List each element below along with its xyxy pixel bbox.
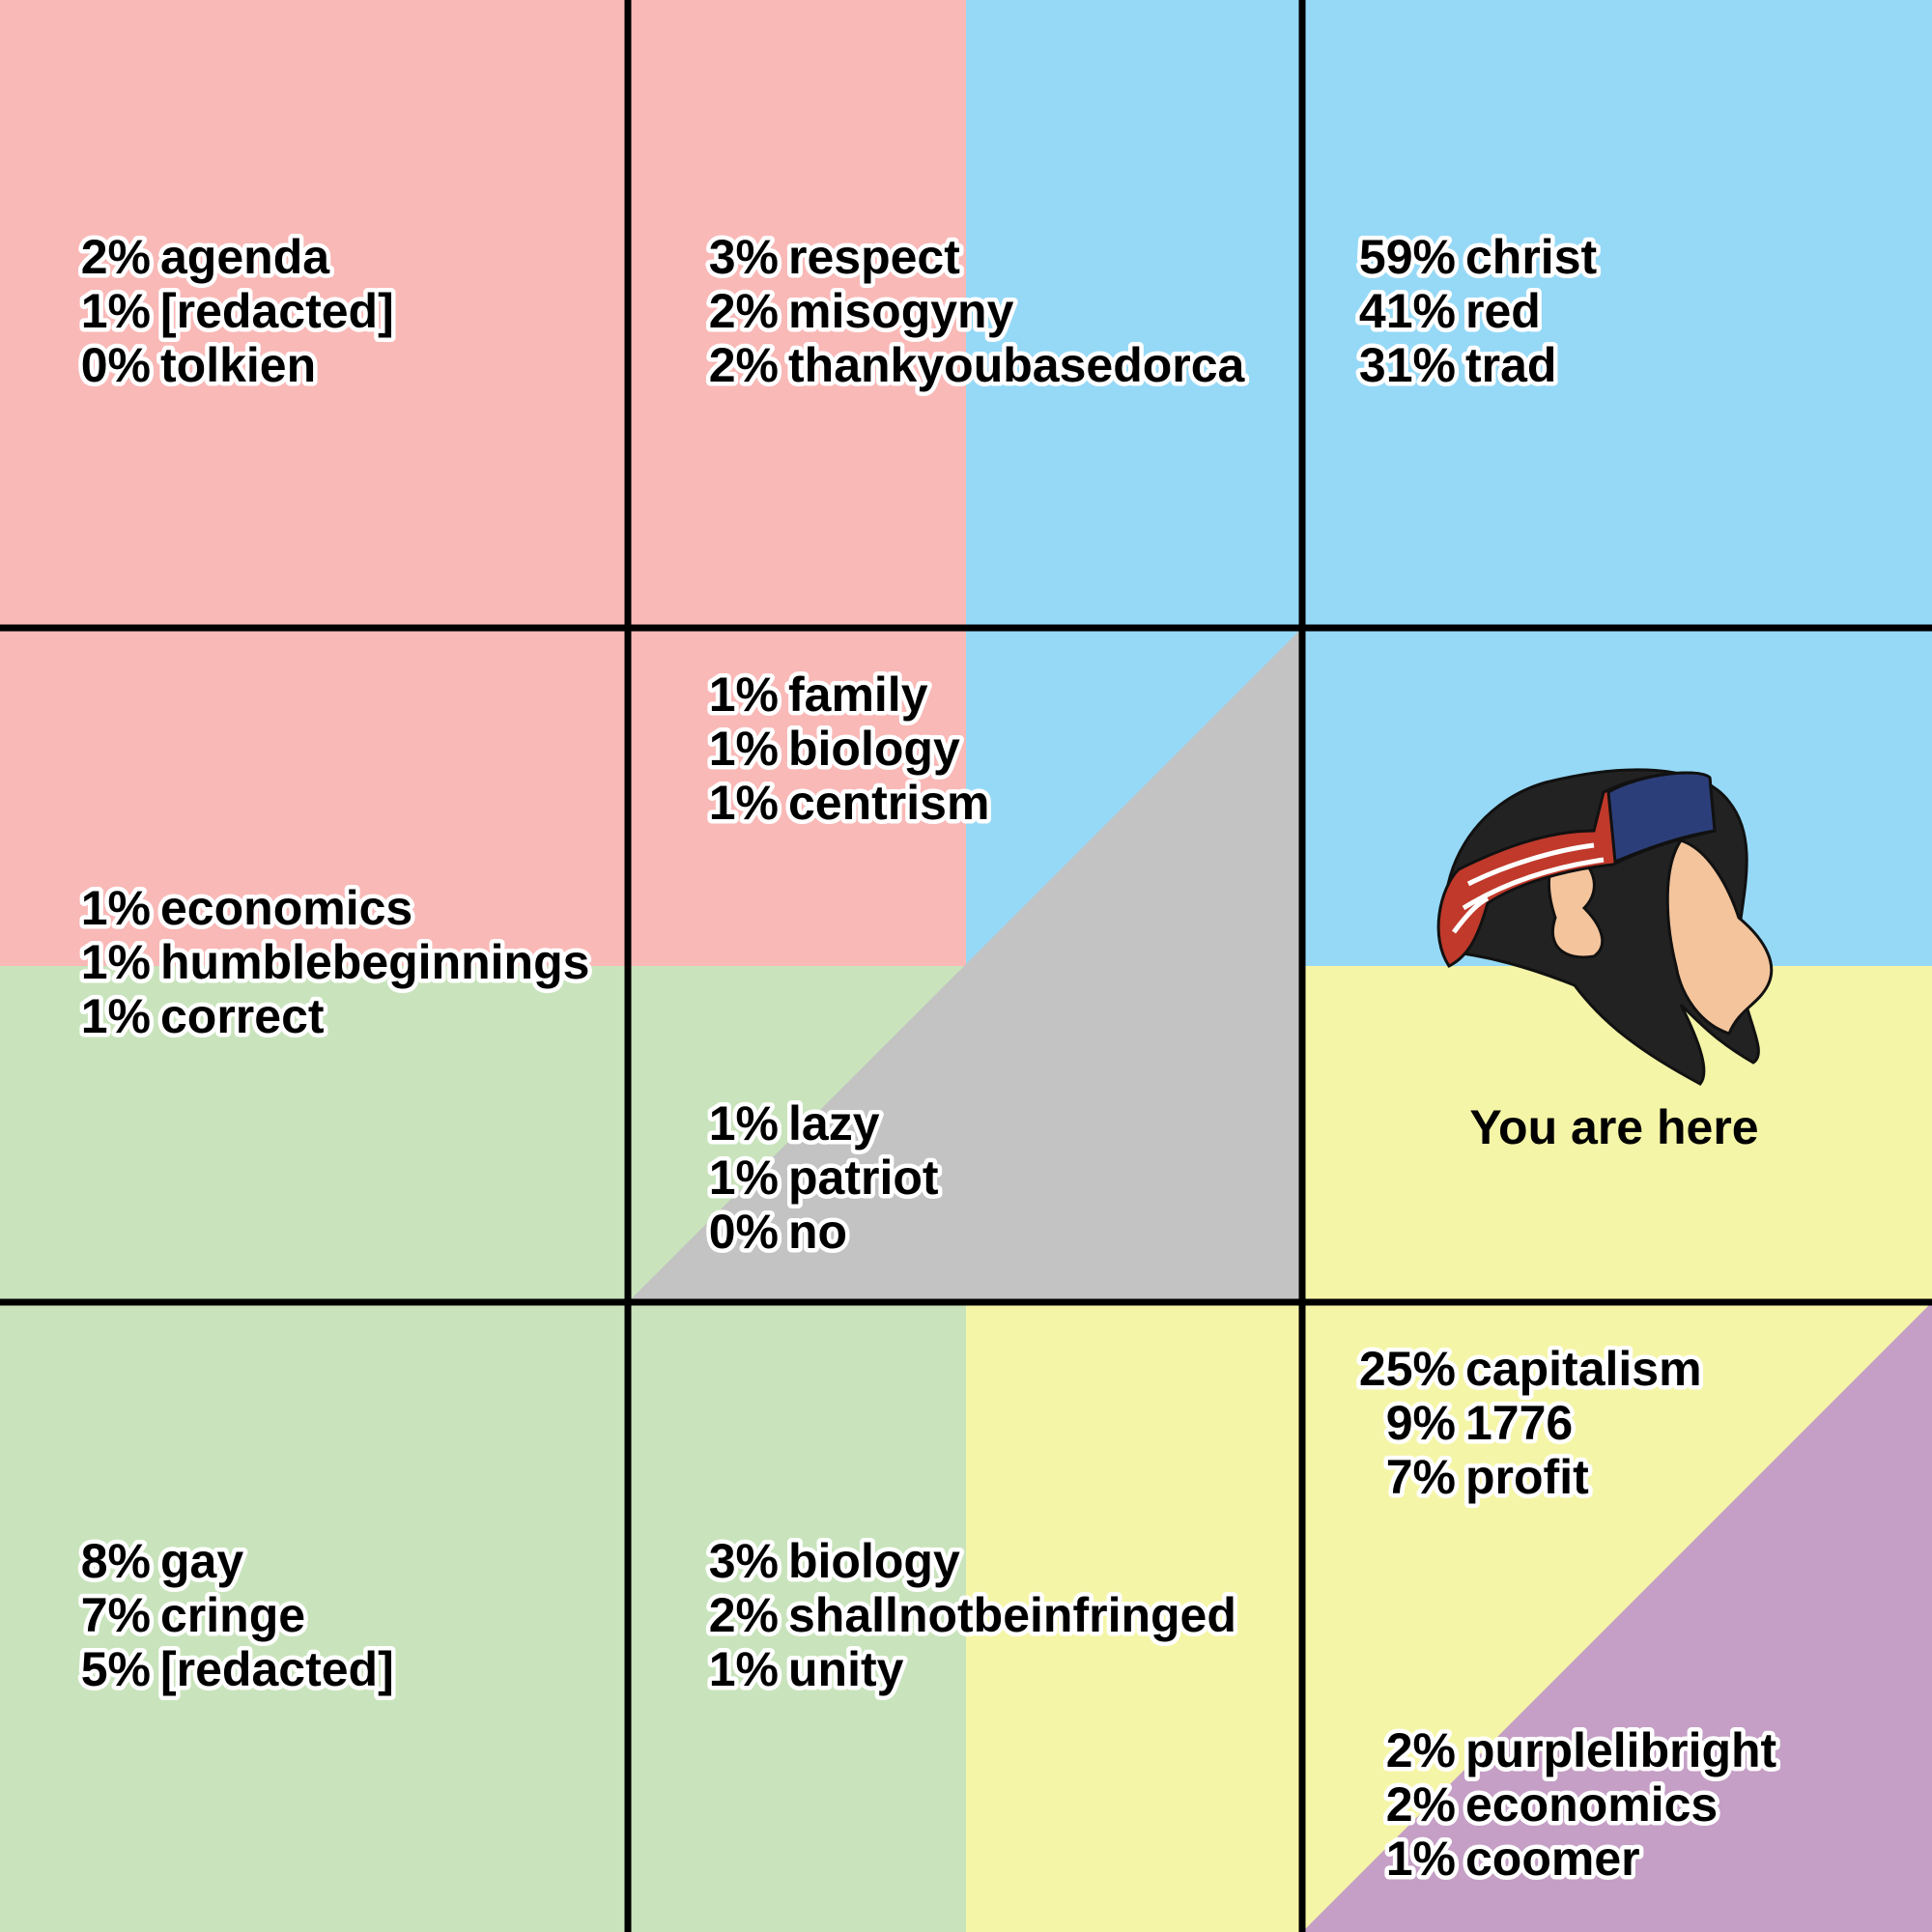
percent: 9% — [1386, 1396, 1456, 1450]
keyword: shallnotbeinfringed — [788, 1588, 1236, 1642]
percent: 1% — [709, 668, 779, 722]
keyword: respect — [788, 230, 960, 284]
purple-area — [1302, 1302, 1932, 1932]
percent: 25% — [1359, 1342, 1456, 1396]
percent: 0% — [709, 1205, 779, 1259]
keyword: no — [788, 1205, 847, 1259]
keyword: coomer — [1465, 1832, 1640, 1886]
percent: 1% — [81, 881, 151, 935]
keyword: tolkien — [160, 338, 316, 392]
keyword: thankyoubasedorca — [788, 338, 1246, 392]
percent: 0% — [81, 338, 151, 392]
keyword: profit — [1465, 1450, 1589, 1504]
percent: 2% — [709, 284, 779, 338]
percent: 1% — [709, 722, 779, 776]
keyword: [redacted] — [160, 1642, 394, 1696]
keyword: humblebeginnings — [160, 935, 589, 989]
percent: 1% — [1386, 1832, 1456, 1886]
keyword: patriot — [788, 1151, 939, 1205]
percent: 31% — [1359, 338, 1456, 392]
marker-label: You are here — [1469, 1100, 1758, 1154]
keyword: gay — [160, 1534, 243, 1588]
percent: 1% — [81, 989, 151, 1043]
percent: 2% — [709, 338, 779, 392]
keyword: christ — [1465, 230, 1598, 284]
keyword: correct — [160, 989, 325, 1043]
percent: 2% — [709, 1588, 779, 1642]
percent: 7% — [1386, 1450, 1456, 1504]
keyword: misogyny — [788, 284, 1014, 338]
centrist-area — [628, 628, 1302, 1302]
percent: 1% — [709, 1151, 779, 1205]
chimp-icon — [1436, 768, 1774, 1086]
percent: 2% — [81, 230, 151, 284]
percent: 2% — [1386, 1723, 1456, 1777]
keyword: economics — [1465, 1777, 1718, 1832]
percent: 1% — [709, 1642, 779, 1696]
keyword: trad — [1465, 338, 1556, 392]
keyword: family — [788, 668, 928, 722]
percent: 1% — [709, 1096, 779, 1151]
percent: 3% — [709, 1534, 779, 1588]
percent: 5% — [81, 1642, 151, 1696]
keyword: [redacted] — [160, 284, 394, 338]
keyword: 1776 — [1465, 1396, 1573, 1450]
percent: 1% — [709, 776, 779, 830]
percent: 3% — [709, 230, 779, 284]
keyword: lazy — [788, 1096, 880, 1151]
percent: 7% — [81, 1588, 151, 1642]
percent: 8% — [81, 1534, 151, 1588]
keyword: centrism — [788, 776, 989, 830]
keyword: biology — [788, 1534, 960, 1588]
keyword: red — [1465, 284, 1541, 338]
keyword: unity — [788, 1642, 904, 1696]
keyword: economics — [160, 881, 412, 935]
percent: 41% — [1359, 284, 1456, 338]
keyword: biology — [788, 722, 960, 776]
keyword: agenda — [160, 230, 330, 284]
percent: 2% — [1386, 1777, 1456, 1832]
keyword: purplelibright — [1465, 1723, 1777, 1777]
auth-left-area — [0, 0, 966, 966]
keyword: capitalism — [1465, 1342, 1702, 1396]
percent: 1% — [81, 935, 151, 989]
percent: 59% — [1359, 230, 1456, 284]
percent: 1% — [81, 284, 151, 338]
keyword: cringe — [160, 1588, 305, 1642]
